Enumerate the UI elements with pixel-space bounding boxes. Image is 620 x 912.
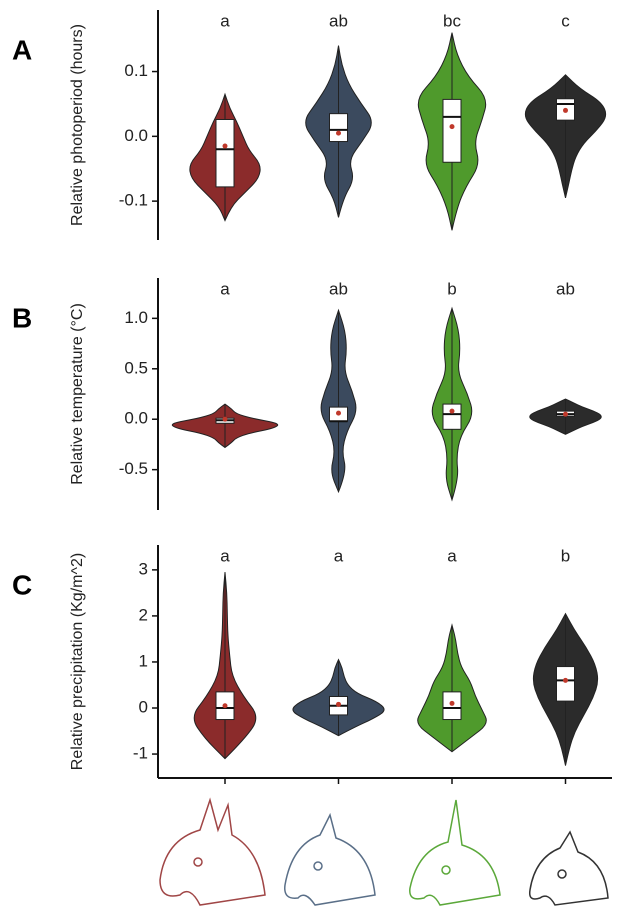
bird-blue xyxy=(284,812,376,906)
group-letter: a xyxy=(447,546,457,565)
y-axis-label: Relative precipitation (Kg/m^2) xyxy=(69,553,86,770)
y-tick-label: 1 xyxy=(139,651,148,670)
bird-green xyxy=(409,799,501,906)
mean xyxy=(336,701,341,707)
group-letter: a xyxy=(334,546,344,565)
panel-label: A xyxy=(12,34,32,65)
group-letter: b xyxy=(447,279,456,298)
mean xyxy=(449,408,455,414)
y-tick-label: -1 xyxy=(133,744,148,763)
mean xyxy=(336,410,341,416)
group-letter: b xyxy=(561,546,570,565)
y-tick-label: 0.0 xyxy=(124,126,148,145)
panel-label: B xyxy=(12,302,32,333)
group-letter: a xyxy=(220,546,230,565)
y-tick-label: 2 xyxy=(139,605,148,624)
bird-red xyxy=(159,797,266,906)
mean xyxy=(222,703,228,709)
y-tick-label: 0 xyxy=(139,697,148,716)
bird-illustrations xyxy=(159,797,609,906)
y-axis-label: Relative photoperiod (hours) xyxy=(69,24,86,226)
y-tick-label: 0.1 xyxy=(124,61,148,80)
y-tick-label: 0.0 xyxy=(124,409,148,428)
mean xyxy=(563,677,568,683)
group-letter: c xyxy=(561,11,570,30)
bird-black xyxy=(528,830,609,906)
y-tick-label: -0.5 xyxy=(119,459,148,478)
mean xyxy=(336,130,341,136)
group-letter: ab xyxy=(329,279,348,298)
y-tick-label: 3 xyxy=(139,559,148,578)
group-letter: ab xyxy=(329,11,348,30)
panel-label: C xyxy=(12,569,32,600)
box xyxy=(215,118,235,188)
mean xyxy=(563,107,568,113)
box xyxy=(329,113,348,143)
mean xyxy=(222,143,228,149)
group-letter: bc xyxy=(443,11,461,30)
mean xyxy=(563,411,568,417)
y-tick-label: 0.5 xyxy=(124,358,148,377)
y-tick-label: 1.0 xyxy=(124,308,148,327)
mean xyxy=(222,416,228,422)
group-letter: ab xyxy=(556,279,575,298)
box xyxy=(442,98,462,163)
group-letter: a xyxy=(220,279,230,298)
mean xyxy=(449,700,455,706)
box xyxy=(556,666,575,702)
y-tick-label: -0.1 xyxy=(119,191,148,210)
mean xyxy=(449,124,455,130)
box xyxy=(442,403,462,430)
group-letter: a xyxy=(220,11,230,30)
y-axis-label: Relative temperature (°C) xyxy=(69,303,86,485)
